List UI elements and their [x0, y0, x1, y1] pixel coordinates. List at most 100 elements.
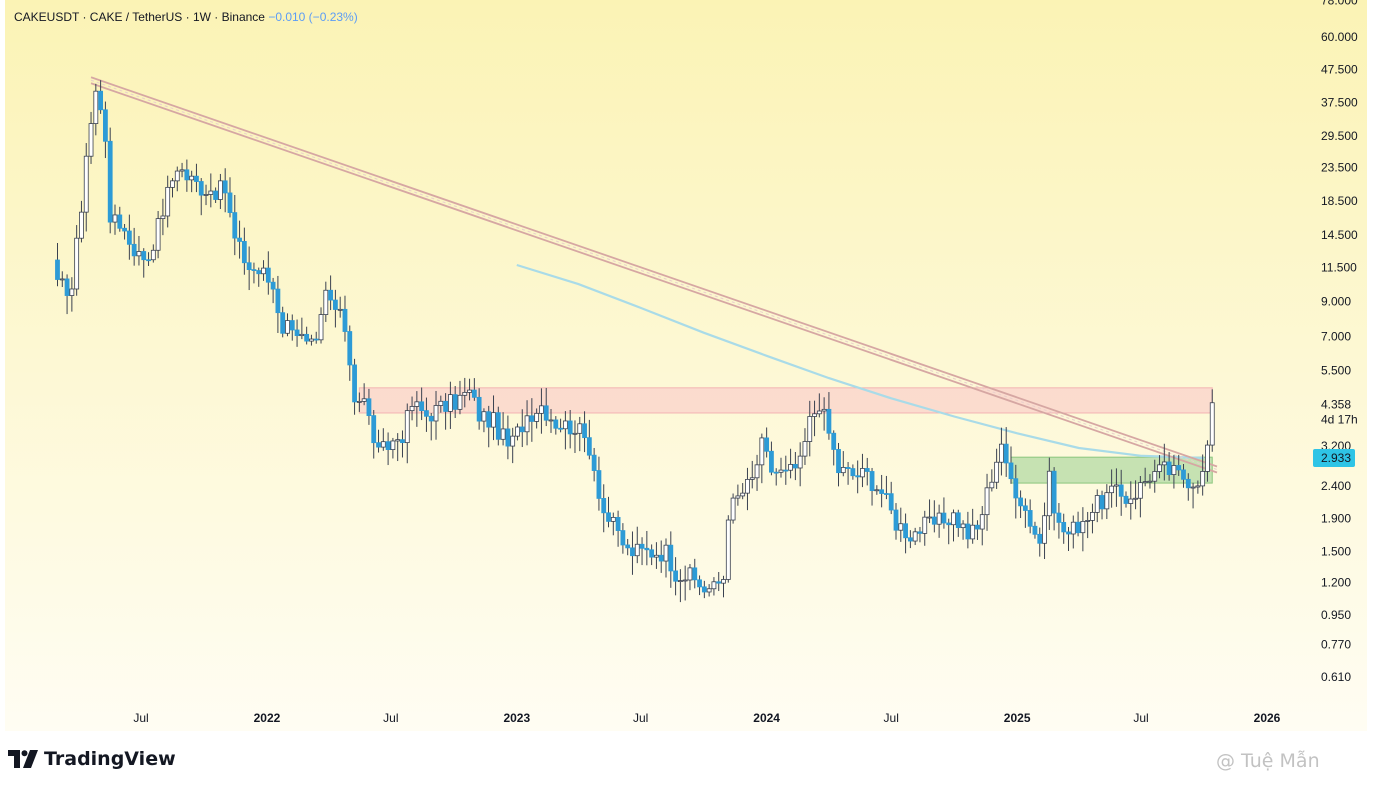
candle — [922, 510, 928, 546]
candle — [447, 381, 453, 429]
candle — [979, 506, 985, 546]
y-tick-label: 1.500 — [1321, 545, 1351, 559]
candle-body-down — [764, 437, 770, 452]
trendline-lower — [90, 82, 1218, 474]
candle-body-up — [610, 517, 616, 522]
candle — [797, 442, 803, 487]
candle-body-down — [117, 214, 123, 229]
candle-body-down — [98, 90, 104, 111]
candle-body-down — [1056, 512, 1062, 523]
candle — [543, 387, 549, 427]
candle — [529, 398, 535, 442]
candle-body-down — [505, 428, 511, 447]
candle — [289, 314, 295, 341]
candle-body-up — [155, 218, 161, 251]
candle-body-up — [1094, 495, 1100, 513]
candle — [203, 184, 209, 206]
trendline-upper — [90, 76, 1218, 468]
candle-body-up — [414, 401, 420, 407]
candle — [136, 235, 142, 266]
candle-body-down — [428, 415, 434, 422]
candle — [256, 267, 262, 287]
candle-body-up — [74, 237, 80, 290]
candle-body-down — [184, 169, 190, 181]
candle-body-down — [237, 237, 242, 242]
y-tick-label: 60.000 — [1321, 30, 1358, 44]
y-tick-label: 18.500 — [1321, 194, 1358, 208]
candle — [342, 295, 348, 342]
candle-body-down — [869, 471, 875, 491]
candle — [874, 485, 880, 495]
candle-body-up — [1046, 470, 1052, 517]
candle-body-down — [792, 463, 798, 469]
candle — [610, 512, 616, 536]
moving-average-line — [516, 263, 1205, 460]
candle-body-up — [390, 440, 396, 450]
candle — [1013, 464, 1019, 519]
candle-countdown: 4d 17h — [1321, 413, 1358, 427]
candle — [457, 380, 463, 415]
candle — [1022, 498, 1028, 528]
candle — [462, 377, 468, 408]
candle-body-down — [131, 243, 137, 257]
candle-body-up — [1137, 482, 1143, 499]
candle-body-up — [285, 320, 290, 334]
candle — [1157, 455, 1162, 479]
candle — [1185, 473, 1191, 501]
symbol-title[interactable]: CAKEUSDT · CAKE / TetherUS · 1W · Binanc… — [14, 10, 265, 24]
candle-body-down — [1185, 478, 1191, 489]
candle-body-up — [730, 497, 736, 521]
candle — [1166, 452, 1172, 481]
tradingview-brand[interactable]: TradingView — [8, 748, 176, 770]
candle-body-up — [1152, 471, 1158, 482]
candle-body-down — [419, 401, 425, 412]
candle — [93, 83, 99, 136]
candle — [855, 460, 861, 494]
candle-body-down — [122, 227, 127, 232]
candle-body-up — [404, 410, 410, 444]
candle — [1133, 480, 1138, 510]
candle-body-down — [251, 269, 257, 272]
candle-body-down — [630, 547, 635, 557]
candle — [495, 406, 501, 446]
candle-body-up — [663, 544, 669, 562]
candle-body-up — [1128, 498, 1134, 504]
candle-body-up — [749, 477, 755, 480]
candle — [1181, 463, 1186, 488]
candle-body-up — [1070, 521, 1076, 535]
candle — [1003, 427, 1009, 477]
candle-body-up — [562, 420, 568, 430]
candle — [965, 511, 971, 549]
candle-body-down — [400, 439, 405, 444]
candle — [927, 499, 932, 524]
candle — [788, 448, 793, 479]
candle — [467, 378, 472, 401]
candle-body-up — [1042, 515, 1047, 544]
candle-body-up — [93, 90, 99, 124]
candle — [840, 451, 846, 477]
candle-body-down — [270, 281, 276, 290]
candle — [1118, 469, 1124, 516]
candle-body-up — [409, 406, 415, 412]
candle — [505, 415, 511, 460]
candle — [275, 275, 281, 333]
candle — [88, 111, 94, 164]
candle-body-up — [999, 443, 1004, 463]
candle-body-down — [256, 270, 262, 275]
candle-body-up — [927, 516, 932, 519]
candle-body-up — [979, 514, 985, 530]
candle — [658, 540, 664, 573]
candle — [270, 277, 276, 304]
candle — [141, 248, 147, 278]
candle — [931, 500, 937, 533]
candle-body-down — [649, 549, 655, 558]
candle — [553, 416, 559, 435]
candle — [893, 503, 899, 540]
candle-body-down — [586, 437, 592, 456]
candle-body-up — [1195, 485, 1201, 488]
ma-price-label: 2.933 — [1321, 451, 1351, 465]
candle-body-up — [79, 211, 84, 239]
candle-body-up — [572, 432, 578, 435]
candle — [869, 467, 875, 506]
